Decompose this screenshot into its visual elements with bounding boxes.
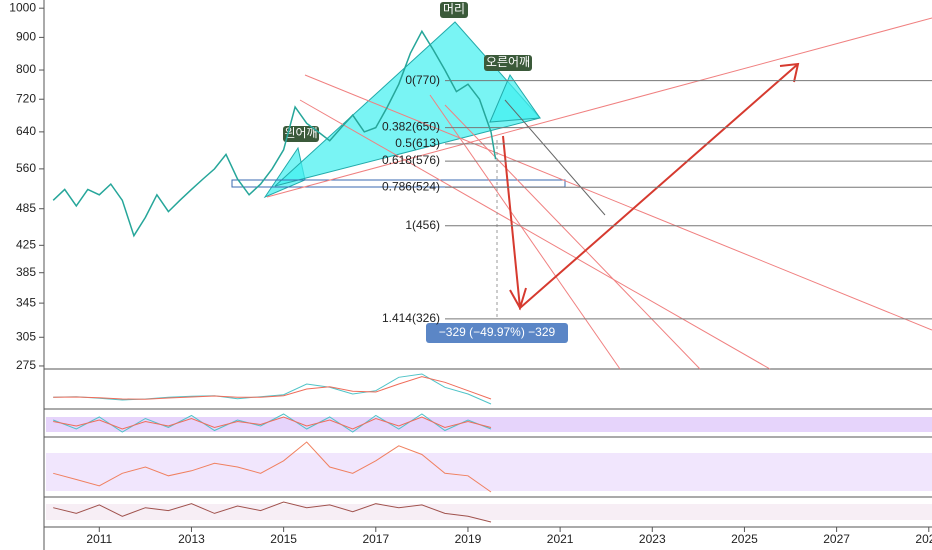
- fib-label: 1(456): [405, 218, 440, 232]
- arrow-head: [779, 62, 800, 83]
- label-box: [484, 55, 532, 71]
- data-layer: 275 305 345 385 425 485 560 640 720 800 900 1000 201…: [9, 0, 932, 546]
- y-tick-label: 1000: [9, 0, 36, 14]
- y-tick-label: 425: [16, 237, 36, 251]
- y-tick-label: 385: [16, 265, 36, 279]
- indicator-line: [53, 501, 492, 523]
- fib-label: 0(770): [405, 73, 440, 87]
- forecast-arrow: [502, 63, 799, 311]
- left-shoulder-label: 왼어깨: [284, 126, 317, 140]
- trend-line: [444, 104, 701, 370]
- trend-line: [299, 99, 771, 370]
- measure-box: [426, 323, 568, 343]
- trend-line: [304, 74, 932, 331]
- trend-line: [429, 94, 621, 370]
- right-shoulder-shape: [489, 73, 541, 123]
- fib-label: 1.414(326): [382, 311, 440, 325]
- x-tick-label: 2029: [915, 532, 932, 546]
- band: [46, 453, 932, 491]
- indicator-line: [53, 413, 492, 433]
- right-shoulder-label: 오른어깨: [486, 55, 530, 69]
- x-tick-label: 2015: [270, 532, 297, 546]
- x-tick-label: 2011: [86, 532, 112, 546]
- price-line: [52, 29, 497, 238]
- x-tick-label: 2019: [455, 532, 482, 546]
- x-tick-label: 2027: [823, 532, 850, 546]
- y-tick-label: 275: [16, 358, 36, 372]
- fib-label: 0.618(576): [382, 153, 440, 167]
- y-tick-label: 560: [16, 161, 36, 175]
- x-tick-label: 2025: [731, 532, 758, 546]
- label-box: [440, 2, 468, 18]
- measure-label: −329 (−49.97%) −329: [439, 325, 556, 339]
- indicator-line: [53, 441, 492, 493]
- y-tick-label: 720: [16, 91, 36, 105]
- x-tick-label: 2013: [178, 532, 205, 546]
- x-tick-label: 2023: [639, 532, 666, 546]
- x-tick-label: 2021: [547, 532, 574, 546]
- indicator-line: [53, 376, 492, 400]
- band: [46, 504, 932, 520]
- fib-label: 0.5(613): [395, 136, 440, 150]
- y-tick-label: 900: [16, 30, 36, 44]
- label-box: [283, 126, 319, 142]
- band: [46, 417, 932, 432]
- y-tick-label: 640: [16, 124, 36, 138]
- arrow-head: [509, 287, 527, 311]
- box: [231, 179, 566, 188]
- neck-line: [504, 99, 606, 216]
- fib-label: 0.786(524): [382, 179, 440, 193]
- fib-label: 0.382(650): [382, 120, 440, 134]
- x-tick-label: 2017: [362, 532, 389, 546]
- indicator-line: [53, 416, 492, 430]
- y-tick-label: 800: [16, 62, 36, 76]
- trend-line: [266, 17, 932, 198]
- indicator-line: [53, 373, 492, 405]
- y-tick-label: 345: [16, 295, 36, 309]
- y-tick-label: 485: [16, 201, 36, 215]
- head-label: 머리: [443, 2, 465, 16]
- y-tick-label: 305: [16, 329, 36, 343]
